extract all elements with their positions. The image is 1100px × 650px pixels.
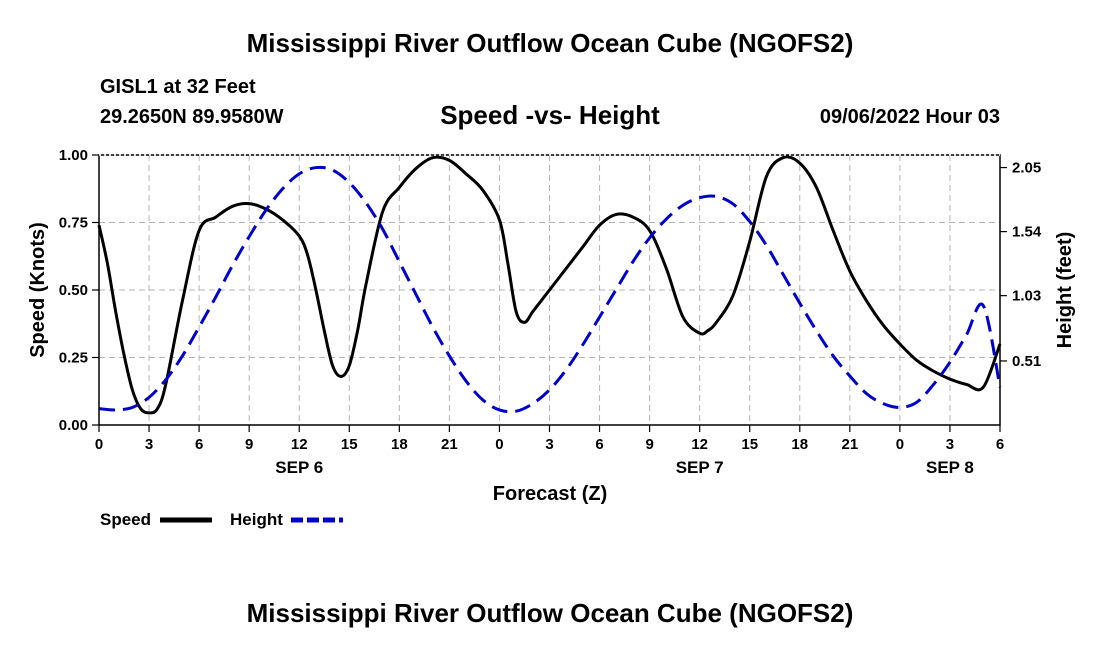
- x-tick-label: 9: [245, 436, 253, 453]
- series-speed-line: [97, 155, 1002, 415]
- date-label: SEP 8: [926, 458, 974, 477]
- x-tick-label: 3: [145, 436, 153, 453]
- grid-lines: [99, 155, 1000, 425]
- forecast-datetime: 09/06/2022 Hour 03: [819, 106, 1000, 128]
- chart: 0 3 6 9 12 15 18 21 0 3 6 9 12 15 18 21 0 3 6 0.00 0.25 0.50 0…: [27, 147, 1076, 529]
- x-tick-label: 21: [441, 436, 458, 453]
- y-axis-label: Speed (Knots): [27, 222, 49, 358]
- y2-tick-label: 1.03: [1012, 288, 1041, 305]
- y2-tick-label: 1.54: [1012, 224, 1042, 241]
- axes: 0 3 6 9 12 15 18 21 0 3 6 9 12 15 18 21 0 3 6 0.00 0.25 0.50 0…: [59, 147, 1042, 477]
- x-tick-label: 12: [291, 436, 308, 453]
- chart-footer-title: Mississippi River Outflow Ocean Cube (NG…: [246, 598, 854, 628]
- legend-height-label: Height: [230, 510, 283, 529]
- y-tick-label: 0.00: [59, 417, 88, 434]
- x-axis-label: Forecast (Z): [493, 483, 607, 505]
- legend-speed-label: Speed: [100, 510, 151, 529]
- x-tick-label: 6: [996, 436, 1004, 453]
- x-tick-label: 3: [545, 436, 553, 453]
- x-tick-label: 0: [896, 436, 904, 453]
- y-tick-label: 1.00: [59, 147, 88, 164]
- x-tick-label: 9: [645, 436, 653, 453]
- series-height-line: [98, 165, 1002, 414]
- date-label: SEP 6: [275, 458, 323, 477]
- x-tick-label: 0: [495, 436, 503, 453]
- y-tick-label: 0.50: [59, 282, 88, 299]
- x-tick-label: 21: [841, 436, 858, 453]
- station-coordinates: 29.2650N 89.9580W: [100, 106, 284, 128]
- x-tick-label: 6: [195, 436, 203, 453]
- y-tick-label: 0.75: [59, 215, 88, 232]
- x-tick-label: 3: [946, 436, 954, 453]
- x-tick-label: 15: [341, 436, 358, 453]
- legend: Speed Height: [100, 510, 343, 529]
- x-tick-label: 12: [691, 436, 708, 453]
- chart-subtitle: Speed -vs- Height: [440, 100, 660, 130]
- series-lines: [97, 155, 1002, 415]
- x-tick-label: 15: [741, 436, 758, 453]
- chart-main-title: Mississippi River Outflow Ocean Cube (NG…: [246, 28, 854, 58]
- station-label: GISL1 at 32 Feet: [100, 76, 256, 98]
- y2-tick-label: 2.05: [1012, 160, 1041, 177]
- y2-tick-label: 0.51: [1012, 353, 1041, 370]
- x-tick-label: 18: [391, 436, 408, 453]
- x-tick-label: 18: [791, 436, 808, 453]
- x-tick-label: 6: [595, 436, 603, 453]
- x-tick-label: 0: [95, 436, 103, 453]
- y-tick-label: 0.25: [59, 350, 88, 367]
- y2-axis-label: Height (feet): [1054, 232, 1076, 349]
- date-label: SEP 7: [676, 458, 724, 477]
